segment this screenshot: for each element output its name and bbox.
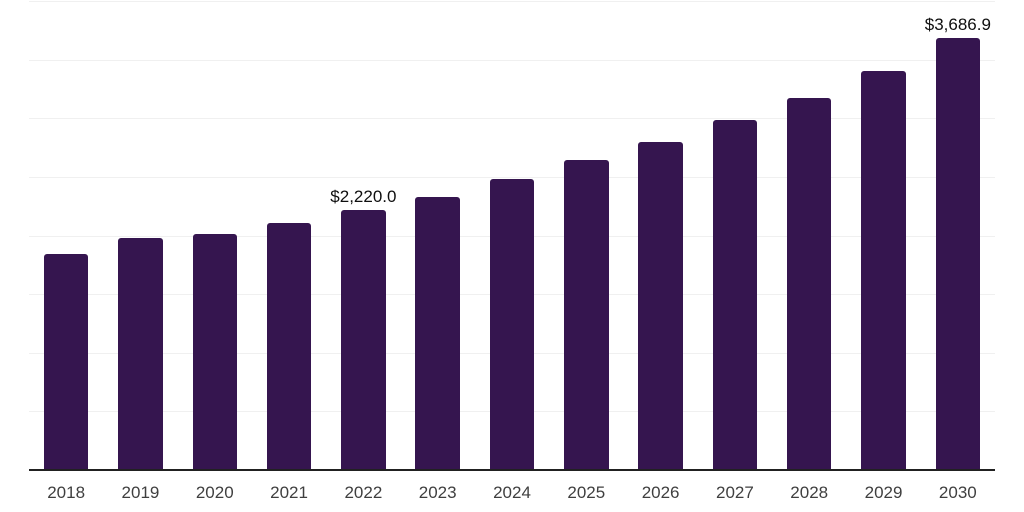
x-tick-2021: 2021 (270, 483, 308, 502)
x-tick-2028: 2028 (790, 483, 829, 502)
data-label-2022: $2,220.0 (330, 186, 397, 206)
data-label-2030: $3,686.9 (924, 14, 991, 34)
x-tick-2023: 2023 (418, 483, 457, 502)
bar-2020 (192, 234, 238, 470)
gridline (29, 118, 995, 120)
x-tick-2019: 2019 (121, 483, 160, 502)
x-tick-2018: 2018 (47, 483, 86, 502)
bar-2018 (43, 254, 89, 470)
x-tick-2020: 2020 (195, 483, 234, 502)
x-tick-2022: 2022 (344, 483, 383, 502)
x-tick-2027: 2027 (716, 483, 754, 502)
gridline (29, 59, 995, 61)
bar-2022 (341, 209, 386, 470)
x-tick-2025: 2025 (567, 483, 606, 502)
gridline (29, 1, 995, 2)
x-tick-2026: 2026 (641, 483, 680, 502)
bar-2030 (935, 37, 981, 470)
bar-2026 (638, 141, 683, 470)
bar-2023 (415, 196, 460, 470)
x-tick-2024: 2024 (493, 483, 531, 502)
bar-2028 (786, 98, 832, 470)
x-tick-2029: 2029 (864, 483, 903, 502)
bar-2021 (266, 222, 312, 470)
x-axis-line (29, 469, 995, 471)
bar-2025 (564, 160, 609, 470)
bar-2029 (861, 70, 906, 470)
bar-2024 (489, 179, 535, 470)
bar-2027 (712, 120, 758, 470)
bar-2019 (118, 238, 163, 470)
x-tick-2030: 2030 (938, 483, 977, 502)
gridline (29, 176, 995, 178)
